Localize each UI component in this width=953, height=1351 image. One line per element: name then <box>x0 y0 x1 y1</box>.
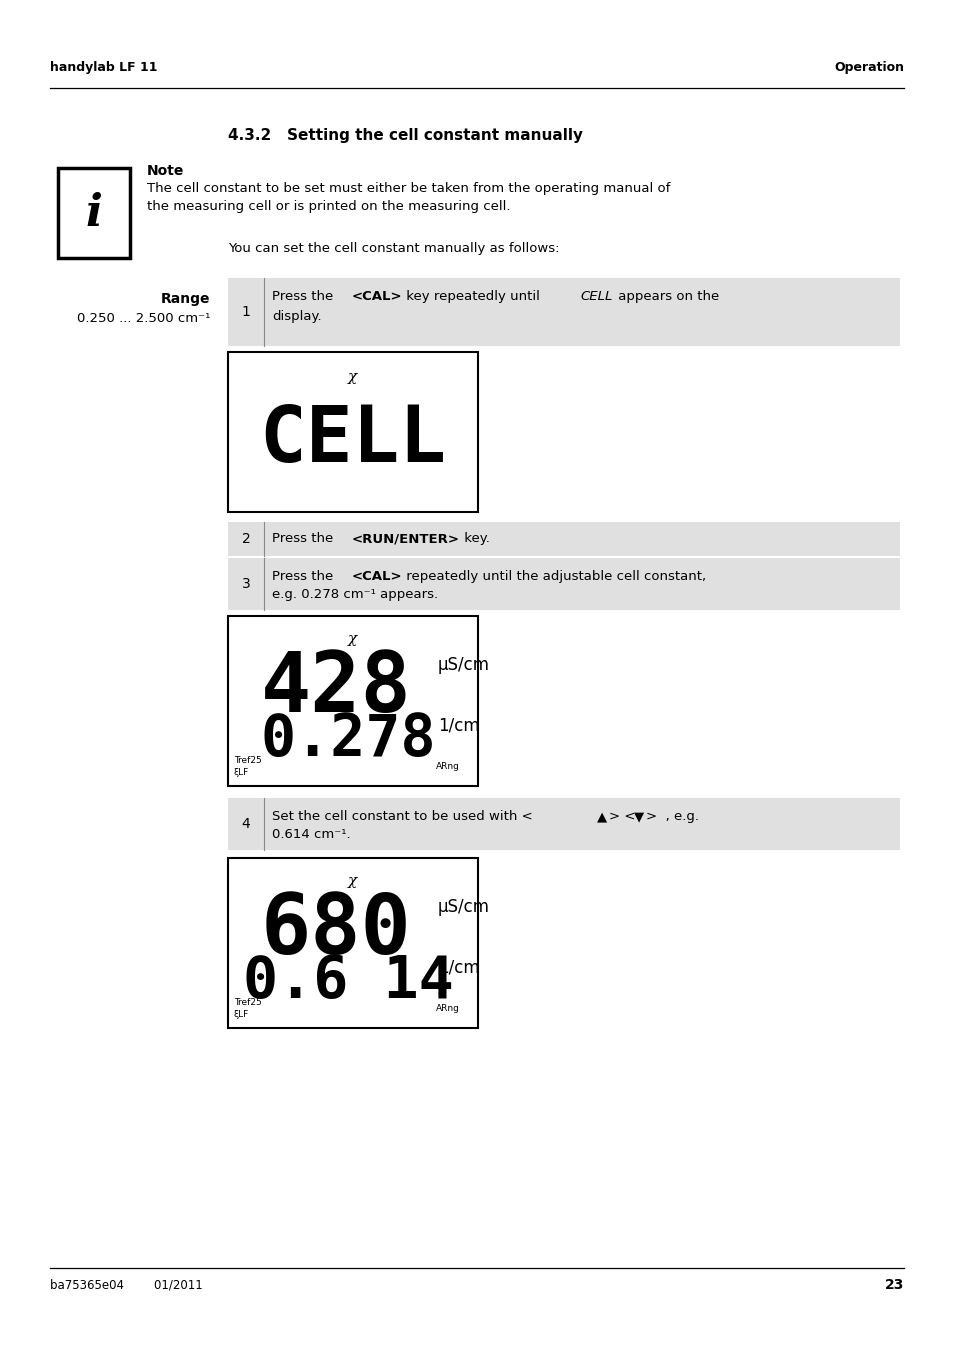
Bar <box>228 278 899 346</box>
Text: Range: Range <box>160 292 210 305</box>
Text: Set the cell constant to be used with <: Set the cell constant to be used with < <box>272 811 532 823</box>
Text: 0.278: 0.278 <box>260 711 436 767</box>
Text: <RUN/ENTER>: <RUN/ENTER> <box>352 532 459 544</box>
Text: Press the: Press the <box>272 570 337 584</box>
Text: <CAL>: <CAL> <box>352 290 402 303</box>
Text: 23: 23 <box>883 1278 903 1292</box>
Text: Tref25: Tref25 <box>233 757 261 765</box>
Text: Press the: Press the <box>272 532 337 544</box>
Text: CELL: CELL <box>579 290 612 303</box>
Text: ba75365e04        01/2011: ba75365e04 01/2011 <box>50 1278 203 1292</box>
Text: > <: > < <box>608 811 635 823</box>
Text: ξLF: ξLF <box>233 1011 249 1019</box>
Text: 3: 3 <box>241 577 250 590</box>
Text: χ: χ <box>348 874 357 888</box>
Text: 0.614 cm⁻¹.: 0.614 cm⁻¹. <box>272 828 351 842</box>
Text: appears on the: appears on the <box>614 290 719 303</box>
Text: repeatedly until the adjustable cell constant,: repeatedly until the adjustable cell con… <box>401 570 705 584</box>
Text: i: i <box>86 192 102 235</box>
Text: key repeatedly until: key repeatedly until <box>401 290 543 303</box>
Bar <box>228 798 899 850</box>
Text: ξLF: ξLF <box>233 767 249 777</box>
Text: ARng: ARng <box>436 762 459 771</box>
Text: ▲: ▲ <box>597 811 607 823</box>
Bar <box>228 521 899 557</box>
Text: χ: χ <box>348 370 357 384</box>
Text: >  , e.g.: > , e.g. <box>645 811 699 823</box>
Text: handylab LF 11: handylab LF 11 <box>50 62 157 74</box>
Text: <CAL>: <CAL> <box>352 570 402 584</box>
Text: e.g. 0.278 cm⁻¹ appears.: e.g. 0.278 cm⁻¹ appears. <box>272 588 437 601</box>
Bar <box>228 353 477 512</box>
Text: 0.6 14: 0.6 14 <box>242 952 453 1011</box>
Text: 4.3.2   Setting the cell constant manually: 4.3.2 Setting the cell constant manually <box>228 128 582 143</box>
Text: 1: 1 <box>241 305 251 319</box>
Bar <box>58 168 130 258</box>
Text: ARng: ARng <box>436 1004 459 1013</box>
Text: ▼: ▼ <box>634 811 643 823</box>
Text: the measuring cell or is printed on the measuring cell.: the measuring cell or is printed on the … <box>147 200 510 213</box>
Bar <box>228 858 477 1028</box>
Text: Tref25: Tref25 <box>233 998 261 1006</box>
Text: 680: 680 <box>260 890 411 971</box>
Text: 1/cm: 1/cm <box>437 958 479 975</box>
Text: Operation: Operation <box>833 62 903 74</box>
Bar <box>228 616 477 786</box>
Text: The cell constant to be set must either be taken from the operating manual of: The cell constant to be set must either … <box>147 182 670 195</box>
Text: key.: key. <box>459 532 489 544</box>
Text: Press the: Press the <box>272 290 337 303</box>
Text: Note: Note <box>147 163 184 178</box>
Text: CELL: CELL <box>259 403 446 478</box>
Text: 1/cm: 1/cm <box>437 716 479 734</box>
Text: 2: 2 <box>241 532 250 546</box>
Text: display.: display. <box>272 309 321 323</box>
Text: χ: χ <box>348 632 357 646</box>
Text: 4: 4 <box>241 817 250 831</box>
Text: You can set the cell constant manually as follows:: You can set the cell constant manually a… <box>228 242 558 255</box>
Text: μS/cm: μS/cm <box>437 898 490 916</box>
Text: μS/cm: μS/cm <box>437 657 490 674</box>
Bar <box>228 558 899 611</box>
Text: 0.250 ... 2.500 cm⁻¹: 0.250 ... 2.500 cm⁻¹ <box>76 312 210 326</box>
Text: 428: 428 <box>260 648 411 730</box>
